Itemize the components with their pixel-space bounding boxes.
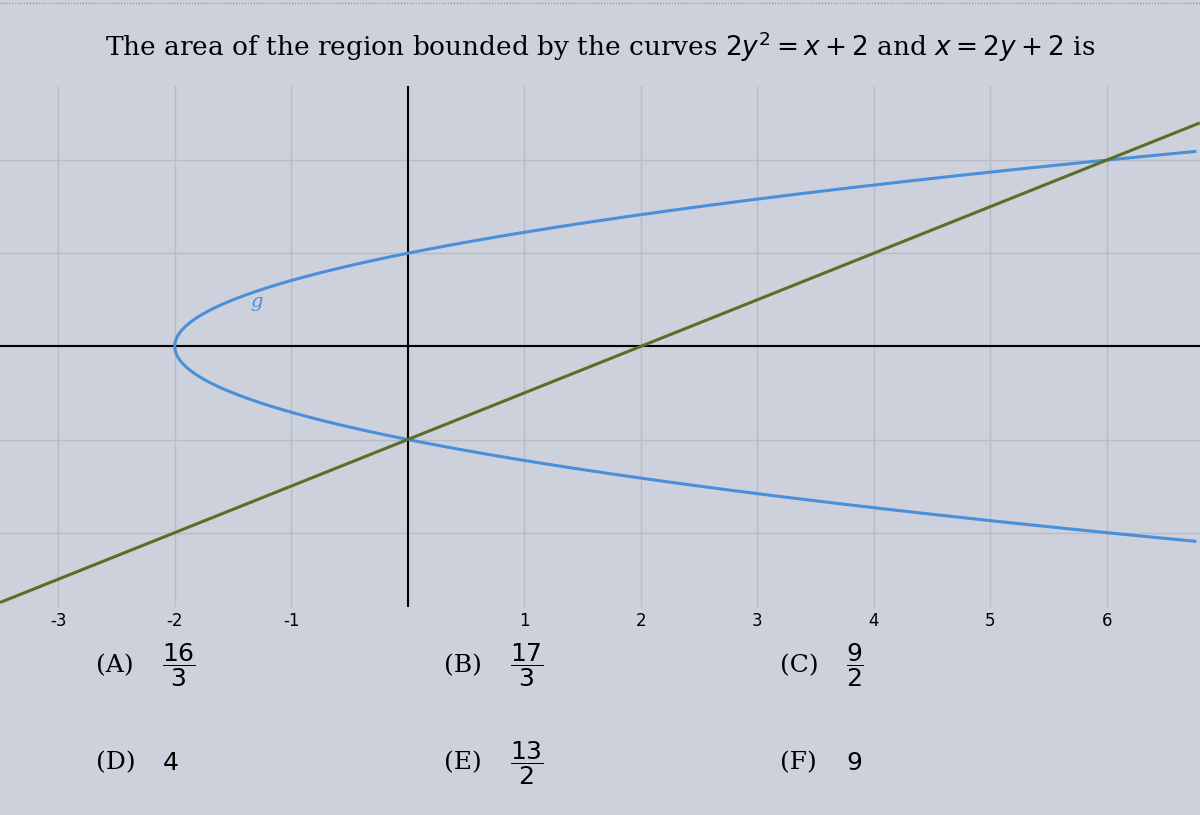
Text: $9$: $9$ [846, 751, 862, 774]
Text: $4$: $4$ [162, 751, 179, 774]
Text: The area of the region bounded by the curves $2y^2 = x+2$ and $x = 2y+2$ is: The area of the region bounded by the cu… [104, 30, 1096, 64]
Text: $\dfrac{13}{2}$: $\dfrac{13}{2}$ [510, 739, 544, 787]
Text: $\dfrac{17}{3}$: $\dfrac{17}{3}$ [510, 641, 544, 689]
Text: (C): (C) [780, 654, 818, 677]
Text: (A): (A) [96, 654, 133, 677]
Text: g: g [251, 293, 263, 311]
Text: (E): (E) [444, 751, 481, 774]
Text: $\dfrac{16}{3}$: $\dfrac{16}{3}$ [162, 641, 196, 689]
Text: (F): (F) [780, 751, 817, 774]
Text: (B): (B) [444, 654, 482, 677]
Text: $\dfrac{9}{2}$: $\dfrac{9}{2}$ [846, 641, 864, 689]
Text: (D): (D) [96, 751, 136, 774]
